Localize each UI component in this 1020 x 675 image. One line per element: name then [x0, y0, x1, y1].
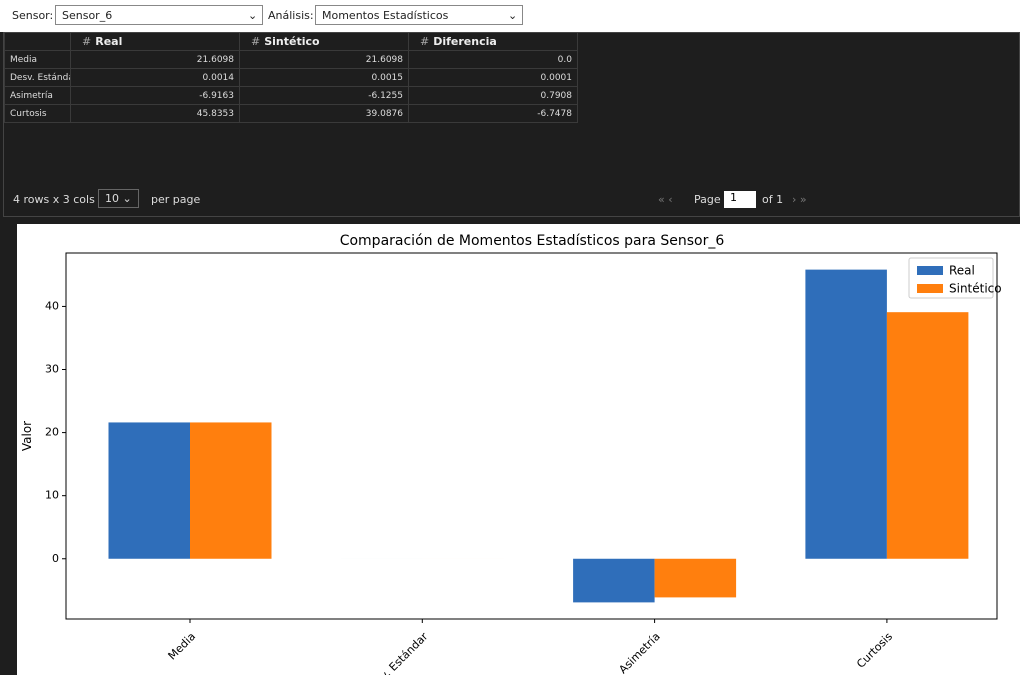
y-tick-label: 20 — [45, 426, 59, 439]
cell: -6.9163 — [70, 86, 240, 105]
y-tick-label: 10 — [45, 489, 59, 502]
y-tick-label: 0 — [52, 552, 59, 565]
row-label: Asimetría — [4, 86, 71, 105]
legend-label: Sintético — [949, 282, 1002, 296]
type-icon: # — [420, 35, 430, 48]
table-row: Media 21.6098 21.6098 0.0 — [4, 50, 578, 69]
toolbar: Sensor: Sensor_6 ⌄ Análisis: Momentos Est… — [0, 0, 1020, 32]
page-size[interactable]: 10 ⌄ — [98, 189, 139, 208]
x-tick-label: Curtosis — [854, 630, 895, 671]
column-name: Real — [95, 35, 123, 48]
cell: 0.0 — [408, 50, 578, 69]
table-row: Asimetría -6.9163 -6.1255 0.7908 — [4, 86, 578, 105]
summary: 4 rows x 3 cols — [13, 193, 95, 206]
column-header: # Sintético — [239, 33, 409, 51]
legend-label: Real — [949, 264, 975, 278]
column-name: Sintético — [264, 35, 320, 48]
page-input[interactable]: 1 — [724, 191, 756, 208]
axes-frame — [65, 252, 998, 620]
index-header — [4, 33, 71, 51]
page-size-value: 10 — [105, 192, 119, 205]
caret: ⌄ — [248, 9, 258, 22]
x-tick-label: Desv. Estándar — [363, 630, 431, 675]
analysis-label: Análisis: — [268, 9, 314, 22]
type-icon: # — [251, 35, 261, 48]
sensor-select[interactable]: Sensor_6 ⌄ — [55, 5, 263, 25]
y-tick-label: 40 — [45, 299, 59, 312]
analysis-value: Momentos Estadísticos — [322, 9, 449, 22]
row-label: Curtosis — [4, 104, 71, 123]
cell: 0.0001 — [408, 68, 578, 87]
cell: 45.8353 — [70, 104, 240, 123]
cell: 39.0876 — [239, 104, 409, 123]
x-tick-label: Media — [166, 630, 199, 663]
of-pages: of 1 — [762, 193, 784, 206]
chart: Comparación de Momentos Estadísticos par… — [17, 224, 1020, 675]
cell: 0.7908 — [408, 86, 578, 105]
bar — [654, 558, 737, 598]
page-label: Page — [694, 193, 721, 206]
bar — [108, 422, 190, 559]
cell: -6.7478 — [408, 104, 578, 123]
caret: ⌄ — [508, 9, 518, 22]
cell: -6.1255 — [239, 86, 409, 105]
cell: 0.0014 — [70, 68, 240, 87]
cell: 21.6098 — [70, 50, 240, 69]
page-value: 1 — [730, 191, 737, 204]
cell: 0.0015 — [239, 68, 409, 87]
x-tick-label: Asimetría — [616, 630, 662, 675]
table-row: Curtosis 45.8353 39.0876 -6.7478 — [4, 104, 578, 123]
bar — [805, 269, 887, 559]
column-name: Diferencia — [433, 35, 497, 48]
column-header: # Real — [70, 33, 240, 51]
row-label: Media — [4, 50, 71, 69]
bar — [573, 558, 655, 603]
bar — [190, 422, 272, 559]
legend-swatch — [917, 284, 943, 293]
cell: 21.6098 — [239, 50, 409, 69]
chart-title: Comparación de Momentos Estadísticos par… — [340, 233, 725, 249]
legend-swatch — [917, 266, 943, 275]
table: # Real # Sintético # Diferencia Media 21.6098 21… — [4, 33, 578, 123]
type-icon: # — [82, 35, 92, 48]
per-page: per page — [151, 193, 201, 206]
column-header: # Diferencia — [408, 33, 578, 51]
sensor-value: Sensor_6 — [62, 9, 113, 22]
row-label: Desv. Estándar — [4, 68, 71, 87]
sensor-label: Sensor: — [12, 9, 54, 22]
bar — [886, 312, 969, 559]
pager-next[interactable]: › » — [792, 193, 807, 206]
analysis-select[interactable]: Momentos Estadísticos ⌄ — [315, 5, 523, 25]
pager-prev[interactable]: « ‹ — [658, 193, 673, 206]
y-tick-label: 30 — [45, 363, 59, 376]
y-label: Valor — [20, 421, 34, 451]
